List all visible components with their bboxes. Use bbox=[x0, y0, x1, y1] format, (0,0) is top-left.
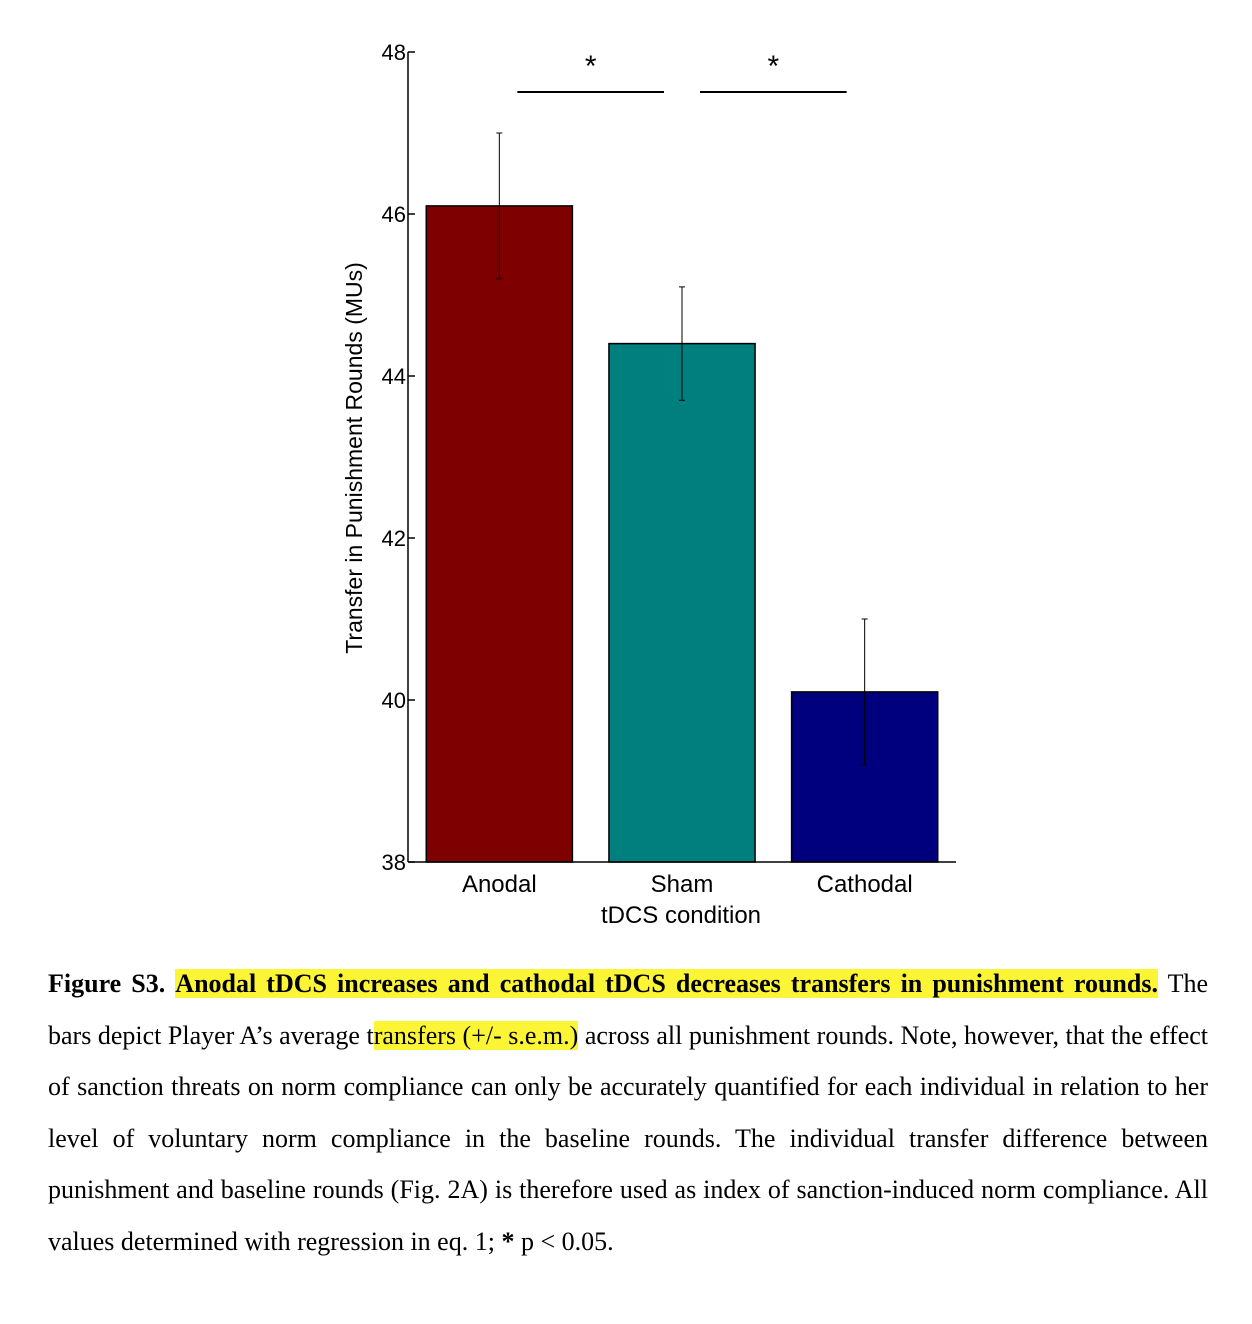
x-tick-label-cathodal: Cathodal bbox=[817, 871, 913, 898]
caption-text-highlight: ransfers (+/- s.e.m.) bbox=[373, 1020, 579, 1050]
x-axis-title: tDCS condition bbox=[601, 902, 761, 929]
y-tick-label-42: 42 bbox=[382, 526, 406, 551]
caption-pvalue: p < 0.05. bbox=[520, 1226, 614, 1256]
error-bars-layer bbox=[496, 132, 868, 766]
x-tick-label-sham: Sham bbox=[651, 871, 714, 898]
y-tick-label-44: 44 bbox=[382, 364, 406, 389]
significance-layer: * * bbox=[517, 50, 847, 93]
y-tick-label-40: 40 bbox=[382, 688, 406, 713]
significance-star-1: * bbox=[585, 50, 597, 83]
y-tick-label-38: 38 bbox=[382, 850, 406, 875]
y-tick-label-48: 48 bbox=[382, 40, 406, 65]
y-tick-label-46: 46 bbox=[382, 202, 406, 227]
caption-text-before: The bars depict Player A’s average t bbox=[48, 969, 1209, 1050]
y-axis-title: Transfer in Punishment Rounds (MUs) bbox=[341, 262, 367, 654]
axes-layer: Anodal Sham Cathodal 38 40 42 44 46 48 bbox=[382, 40, 956, 898]
figure-caption: Figure S3. Anodal tDCS increases and cat… bbox=[48, 958, 1208, 1267]
x-tick-label-anodal: Anodal bbox=[462, 871, 537, 898]
significance-star-2: * bbox=[767, 50, 779, 83]
bar-sham bbox=[608, 342, 756, 863]
caption-text-after: across all punishment rounds. Note, howe… bbox=[48, 1020, 1209, 1256]
caption-label: Figure S3. bbox=[48, 969, 166, 998]
caption-star: * bbox=[501, 1226, 515, 1256]
bar-anodal bbox=[425, 205, 574, 863]
caption-title: Anodal tDCS increases and cathodal tDCS … bbox=[175, 969, 1158, 998]
